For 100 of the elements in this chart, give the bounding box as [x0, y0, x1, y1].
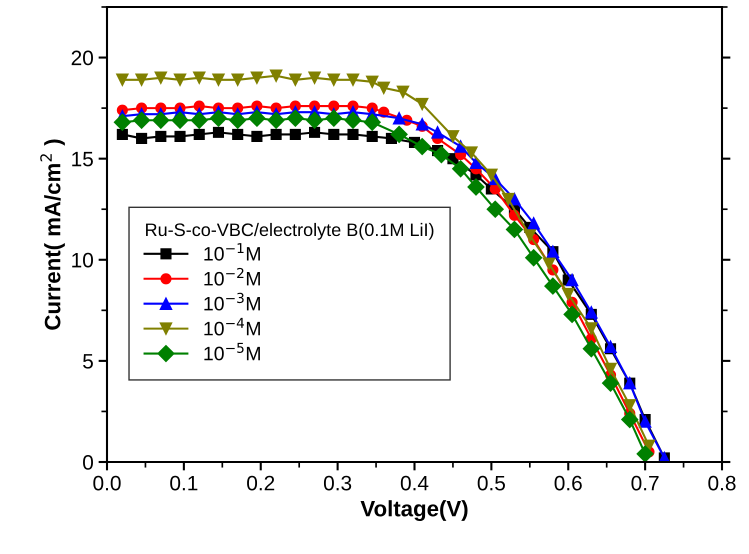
point — [564, 306, 581, 323]
point — [306, 112, 324, 129]
point — [431, 126, 444, 139]
point — [378, 82, 390, 94]
point — [328, 74, 340, 86]
y-tick-label: 0 — [83, 455, 93, 470]
legend-label: 10$^{−5}$M — [204, 342, 260, 360]
point — [290, 128, 301, 140]
point — [250, 72, 264, 84]
x-tick-label: 0.3 — [324, 476, 352, 490]
point — [527, 217, 540, 230]
point — [392, 112, 406, 124]
y-tick-label: 10 — [72, 252, 93, 268]
y-tick-label: 20 — [72, 50, 93, 66]
point — [270, 70, 282, 82]
point — [114, 114, 131, 131]
point — [432, 146, 450, 164]
point — [229, 112, 246, 129]
point — [604, 362, 617, 376]
point — [210, 110, 228, 127]
point — [390, 126, 408, 143]
point — [524, 229, 536, 242]
point — [194, 128, 205, 140]
point — [212, 126, 224, 138]
x-tick-label: 0.2 — [247, 476, 274, 490]
point — [152, 112, 170, 129]
point — [251, 130, 262, 142]
point — [585, 306, 598, 319]
point — [289, 74, 302, 86]
point — [562, 288, 574, 300]
point — [544, 278, 562, 295]
legend-label: 10$^{−1}$M — [204, 243, 260, 261]
point — [231, 74, 244, 86]
point — [566, 274, 578, 286]
point — [174, 74, 186, 86]
point — [638, 415, 652, 428]
y-tick-label: 15 — [72, 152, 93, 166]
point — [470, 156, 482, 169]
point — [116, 128, 128, 140]
legend-label: 10$^{−4}$M — [204, 318, 260, 336]
x-tick-label: 0.0 — [93, 476, 121, 490]
point — [270, 128, 282, 140]
x-tick-label: 0.5 — [478, 476, 505, 490]
x-tick-label: 0.8 — [708, 476, 736, 490]
y-tick-label: 5 — [83, 354, 93, 369]
point — [286, 110, 304, 127]
point — [347, 128, 359, 140]
point — [232, 128, 244, 140]
point — [414, 138, 431, 156]
x-tick-label: 0.7 — [631, 476, 659, 490]
point — [636, 445, 654, 462]
point — [502, 192, 515, 206]
point — [212, 74, 225, 86]
point — [416, 118, 428, 131]
point — [621, 410, 638, 428]
point — [506, 220, 523, 238]
point — [116, 74, 129, 86]
point — [525, 249, 542, 266]
point — [328, 128, 340, 140]
point — [190, 112, 208, 129]
point — [602, 374, 620, 392]
x-tick-label: 0.4 — [400, 476, 428, 490]
point — [604, 340, 617, 353]
point — [416, 98, 428, 110]
point — [193, 72, 206, 84]
legend-label: 10$^{−2}$M — [204, 268, 260, 286]
y-axis-title: Current( mA/cm$^{2}$ ) — [40, 140, 65, 330]
point — [344, 112, 362, 129]
point — [364, 114, 381, 131]
legend-label: 10$^{−3}$M — [204, 292, 260, 311]
point — [133, 112, 150, 129]
point — [366, 130, 378, 142]
x-axis-title: Voltage(V) — [360, 500, 468, 521]
point — [396, 86, 410, 98]
point — [136, 132, 148, 144]
point — [542, 258, 556, 270]
point — [624, 399, 636, 412]
x-tick-label: 0.6 — [554, 476, 582, 490]
point — [366, 76, 378, 88]
point — [171, 112, 189, 129]
point — [585, 322, 598, 335]
point — [486, 200, 504, 218]
x-tick-label: 0.1 — [170, 476, 198, 490]
point — [309, 126, 320, 138]
legend-title: Ru-S-co-VBC/electrolyte B(0.1M LiI) — [146, 222, 434, 240]
point — [582, 340, 600, 358]
point — [346, 74, 360, 86]
point — [248, 110, 266, 127]
point — [308, 72, 321, 84]
point — [174, 130, 186, 142]
point — [154, 72, 168, 84]
point — [446, 130, 460, 143]
point — [268, 112, 285, 129]
point — [328, 100, 340, 112]
point — [467, 178, 485, 196]
point — [465, 146, 478, 159]
point — [135, 74, 148, 86]
point — [485, 168, 498, 182]
point — [155, 130, 166, 142]
point — [452, 160, 470, 178]
